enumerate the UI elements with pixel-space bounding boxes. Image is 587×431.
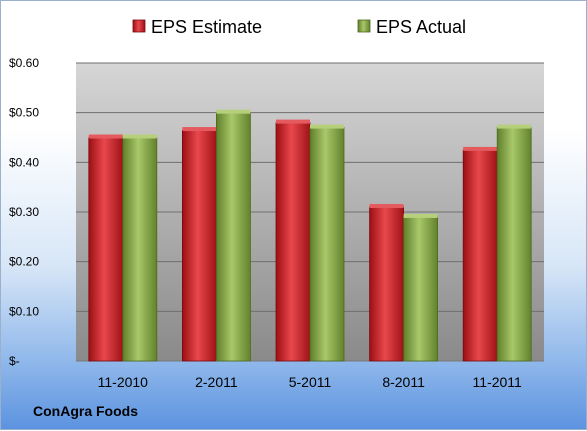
y-tick-label: $0.50: [9, 106, 39, 120]
y-tick-label: $0.30: [9, 205, 39, 219]
x-category-label: 11-2010: [98, 374, 149, 390]
bar-cap: [276, 119, 310, 124]
x-axis-labels: 11-2010 2-2011 5-2011 8-2011 11-2011: [98, 374, 522, 390]
y-tick-label: $0.20: [9, 255, 39, 269]
bar-cap: [463, 146, 498, 151]
y-tick-label: $0.10: [9, 304, 39, 318]
bar-cap: [310, 124, 344, 129]
bar-cap: [369, 204, 404, 209]
x-category-label: 8-2011: [382, 374, 425, 390]
bar-eps-actual-8-2011: [403, 216, 439, 362]
y-axis-ticks: $- $0.10 $0.20 $0.30 $0.40 $0.50 $0.60: [9, 56, 39, 368]
bar-eps-actual-2-2011: [215, 112, 251, 362]
bar-eps-actual-5-2011: [309, 127, 345, 362]
bar-eps-estimate-5-2011: [275, 122, 311, 362]
bar-eps-actual-11-2011: [496, 127, 532, 362]
x-category-label: 5-2011: [289, 374, 332, 390]
bar-cap: [182, 127, 217, 132]
x-category-label: 11-2011: [473, 374, 523, 390]
company-label: ConAgra Foods: [33, 403, 138, 419]
y-tick-label: $0.60: [9, 56, 39, 70]
bar-eps-actual-11-2010: [122, 137, 158, 362]
legend-label: EPS Estimate: [151, 17, 262, 37]
bar-eps-estimate-8-2011: [369, 206, 405, 362]
y-tick-label: $-: [9, 354, 20, 368]
bar-cap: [497, 124, 532, 129]
x-category-label: 2-2011: [195, 374, 238, 390]
bar-cap: [88, 134, 123, 139]
bar-cap: [216, 109, 251, 114]
bar-cap: [403, 213, 438, 218]
legend-swatch: [132, 19, 146, 33]
legend: EPS Estimate EPS Actual: [132, 17, 466, 37]
bar-cap: [122, 134, 157, 139]
y-tick-label: $0.40: [9, 155, 39, 169]
legend-swatch: [357, 19, 371, 33]
bar-eps-estimate-11-2010: [88, 137, 124, 362]
legend-label: EPS Actual: [376, 17, 466, 37]
bars: [88, 109, 532, 362]
bar-eps-estimate-2-2011: [181, 129, 217, 362]
bar-eps-estimate-11-2011: [462, 149, 498, 362]
